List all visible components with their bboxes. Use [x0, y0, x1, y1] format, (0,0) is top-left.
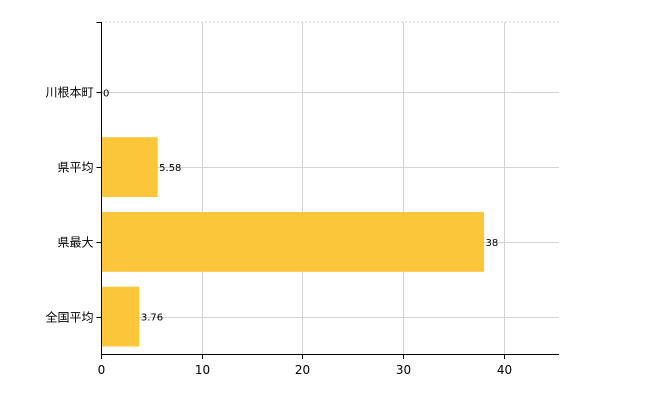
- grid-layer: [101, 21, 559, 354]
- category-label: 県平均: [57, 161, 93, 175]
- bar-layer: [101, 137, 485, 347]
- x-tick-label: 30: [396, 363, 411, 377]
- category-label: 県最大: [57, 236, 93, 250]
- x-tick-label: 0: [98, 363, 106, 377]
- category-label: 川根本町: [45, 86, 93, 100]
- x-tick-label: 40: [497, 363, 512, 377]
- data-label: 0: [103, 88, 109, 99]
- axis-layer: [96, 22, 559, 359]
- category-label: 全国平均: [45, 310, 93, 325]
- data-label: 38: [486, 238, 499, 249]
- x-tick-label: 10: [195, 363, 210, 377]
- x-tick-label: 20: [295, 363, 310, 377]
- data-label: 5.58: [159, 163, 181, 174]
- bar: [101, 286, 140, 347]
- bar: [101, 211, 485, 272]
- bar: [101, 137, 158, 198]
- data-label: 3.76: [141, 313, 163, 324]
